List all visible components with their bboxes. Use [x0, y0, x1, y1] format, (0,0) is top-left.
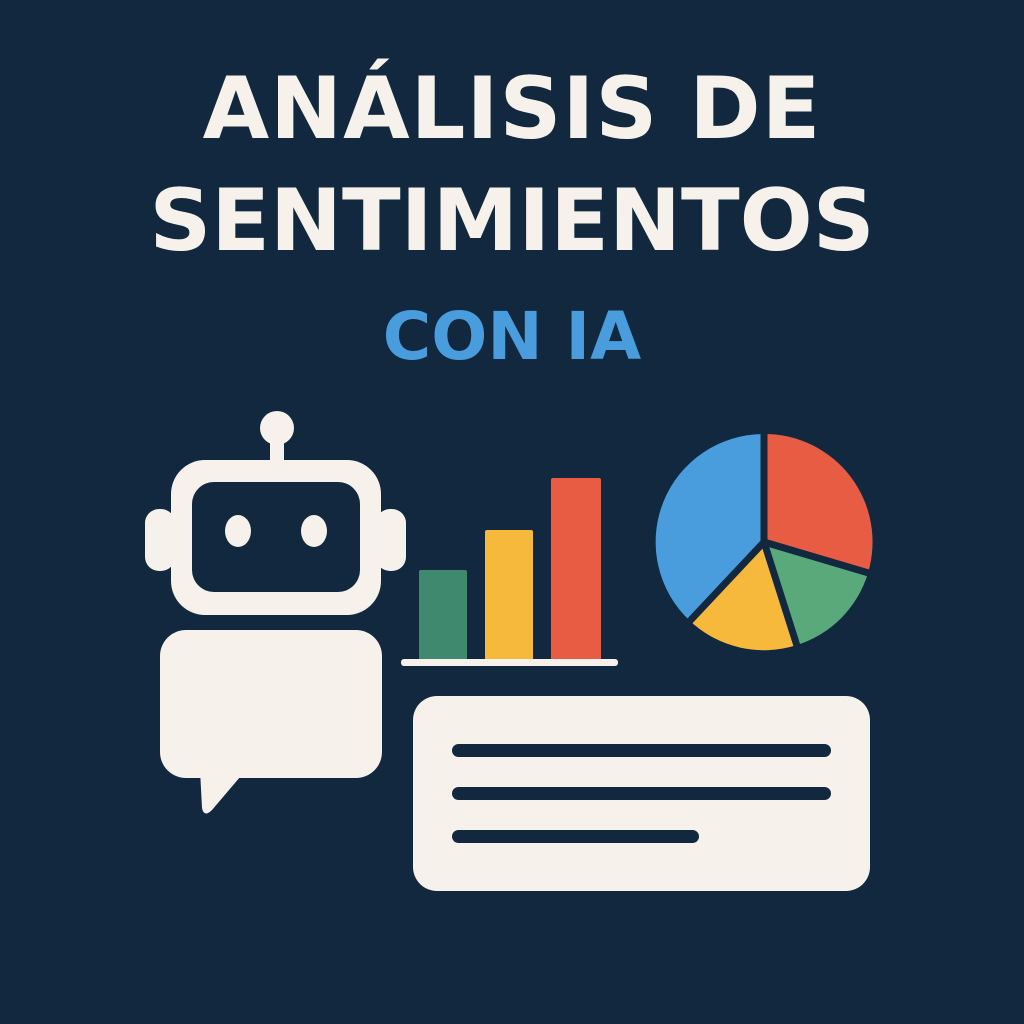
robot-antenna-ball [260, 411, 294, 445]
pie-chart-icon [655, 430, 873, 651]
robot-eye-right [301, 515, 327, 547]
speech-bubble-icon [160, 630, 382, 814]
robot-face [192, 482, 360, 592]
robot-eye-left [225, 515, 251, 547]
pie-slice-blue [655, 433, 764, 621]
robot-ear-right [376, 509, 406, 571]
text-card-line-3 [452, 830, 699, 843]
speech-bubble-body [160, 630, 382, 778]
pie-divider-4 [684, 539, 767, 627]
text-card-line-1 [452, 744, 831, 757]
title-line-1: ANÁLISIS DE [202, 59, 822, 159]
bar-green [419, 570, 467, 660]
bar-baseline [401, 659, 618, 666]
text-card-line-2 [452, 787, 831, 800]
title-line-2: SENTIMIENTOS [149, 171, 875, 271]
bar-red [551, 478, 601, 660]
text-card-icon [413, 696, 870, 891]
pie-divider-3 [760, 540, 802, 651]
subtitle: CON IA [382, 298, 642, 375]
bar-chart-icon [401, 478, 618, 666]
pie-slice-red [764, 433, 873, 573]
bar-yellow [485, 530, 533, 660]
pie-divider-2 [763, 538, 873, 578]
robot-icon [145, 411, 406, 615]
speech-bubble-tail [200, 770, 246, 814]
robot-ear-left [145, 509, 175, 571]
